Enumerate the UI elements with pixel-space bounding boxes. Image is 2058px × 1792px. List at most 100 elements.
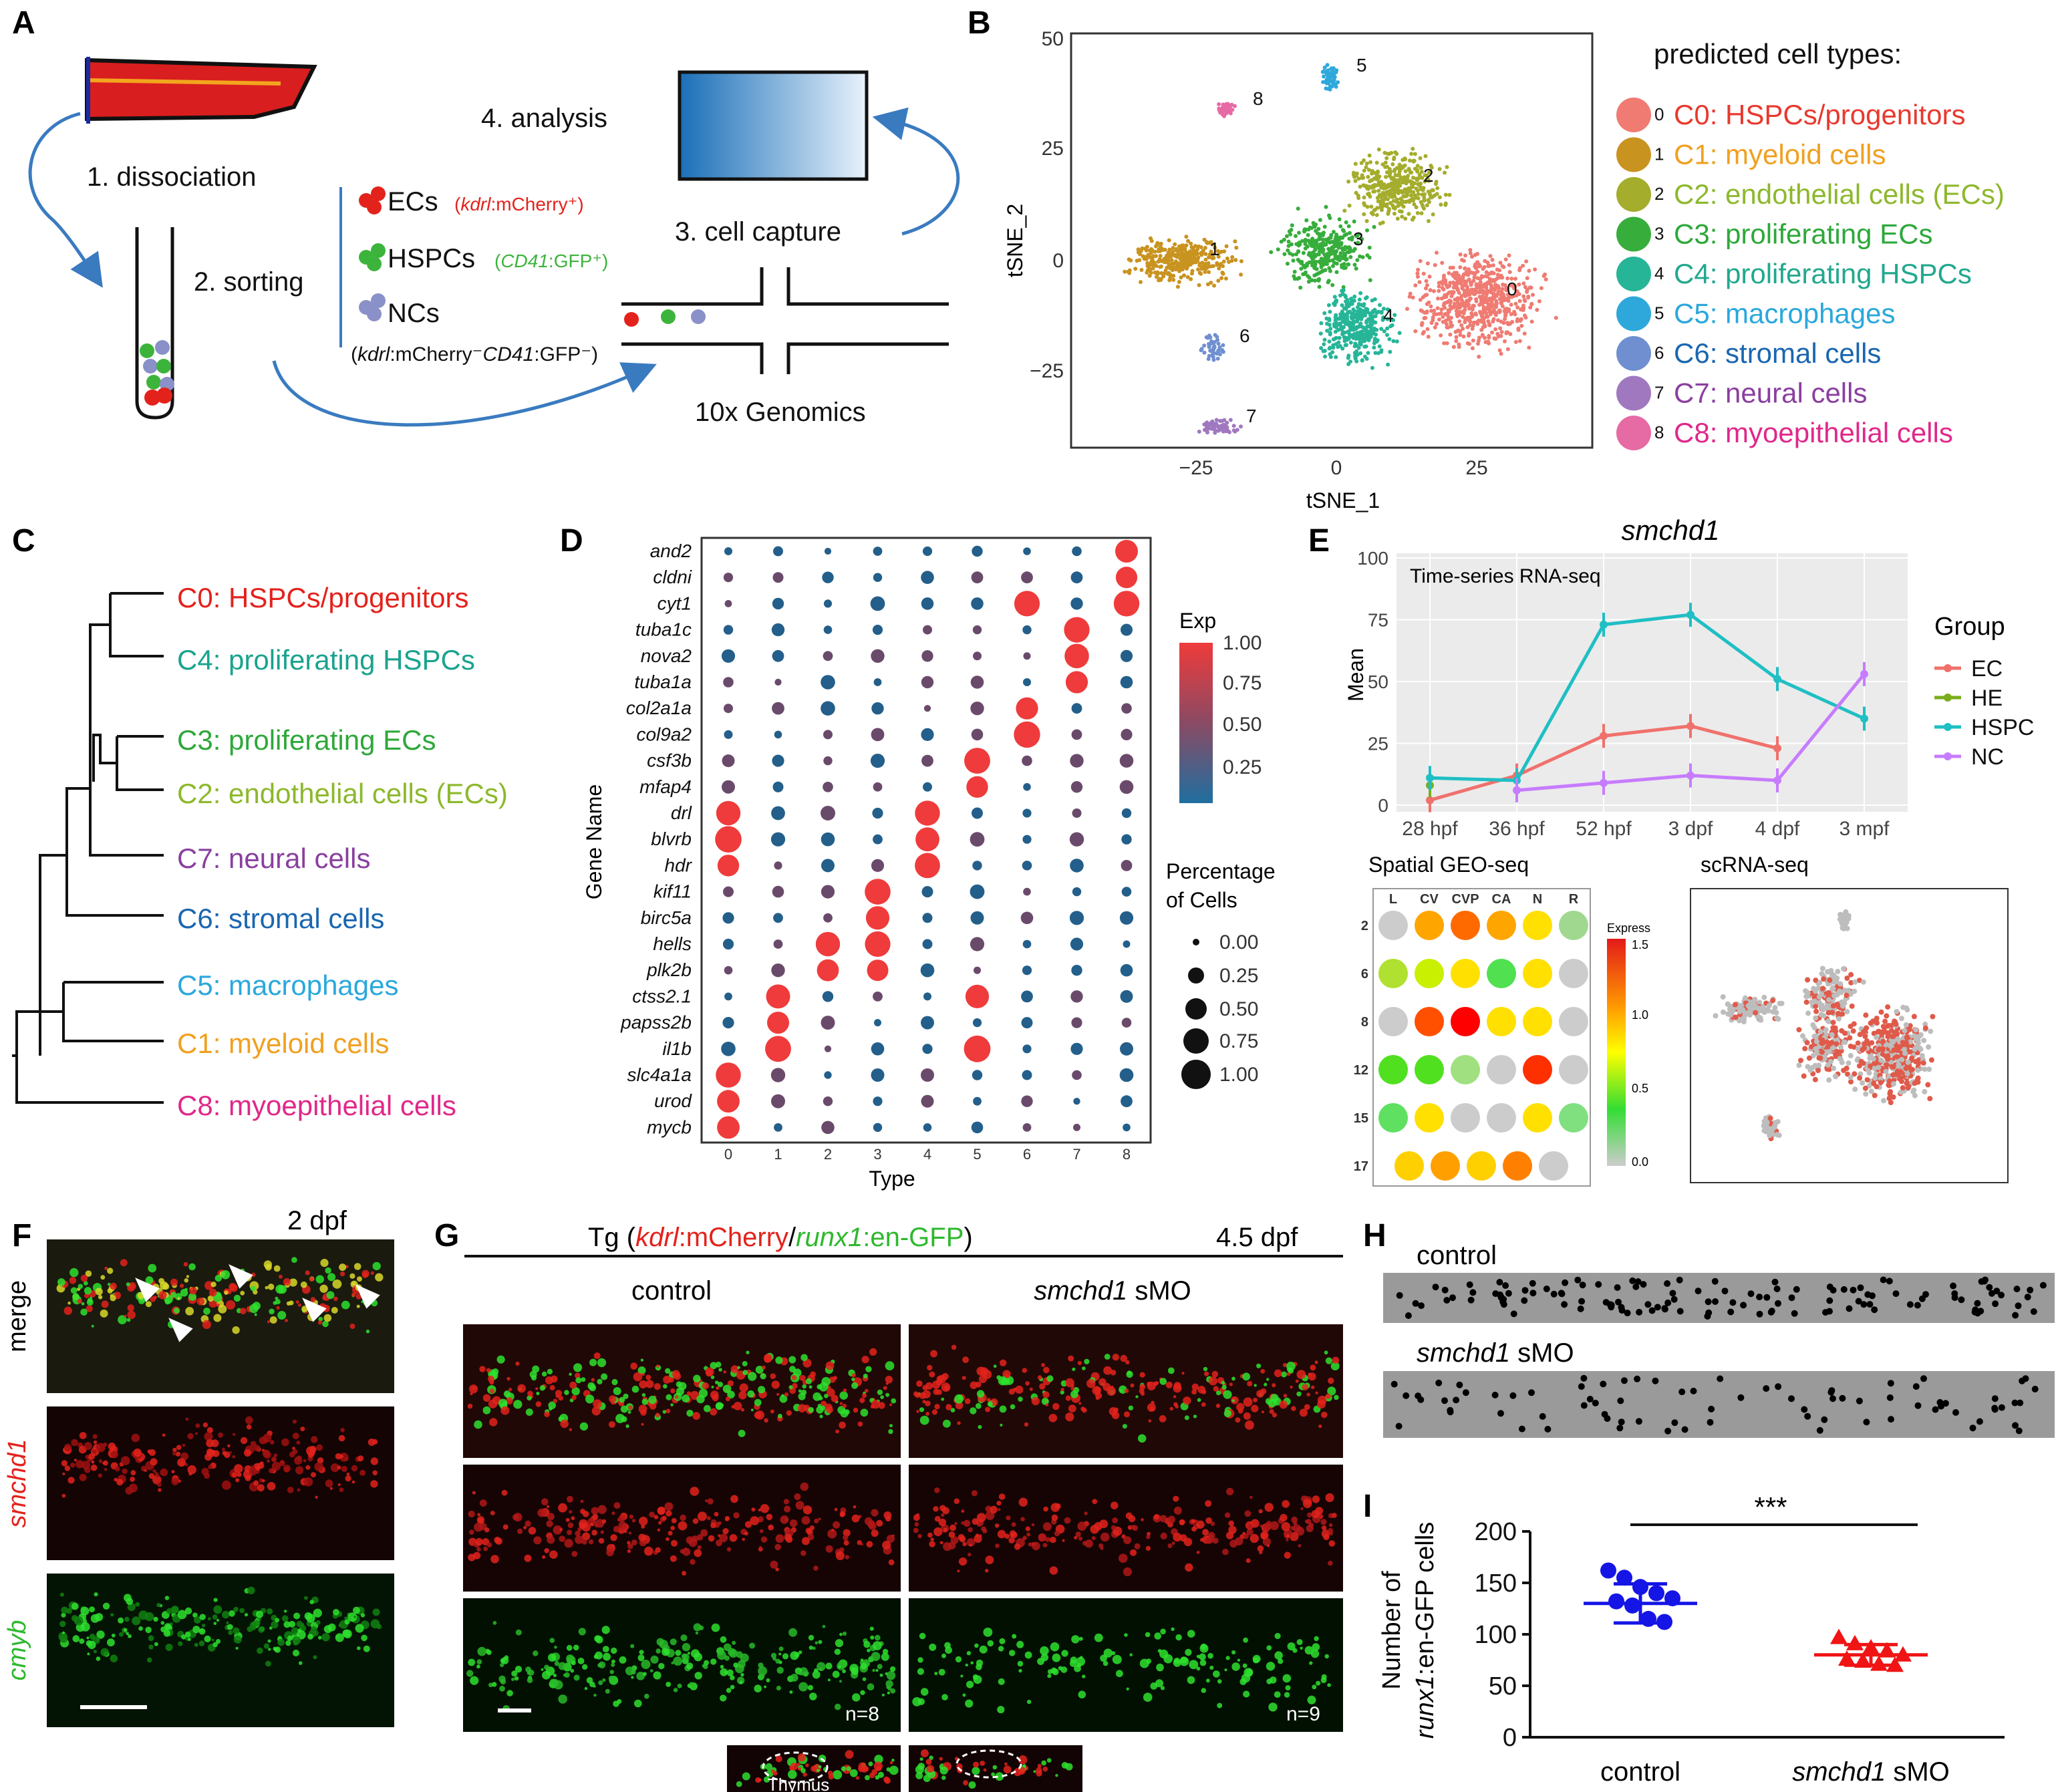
tsne-point — [1386, 362, 1390, 367]
tsne-point — [1321, 80, 1326, 84]
dot — [923, 992, 931, 1001]
cell-spot — [195, 1432, 198, 1435]
cell-spot — [580, 1509, 585, 1515]
tsne-point — [1285, 261, 1290, 266]
tsne-point — [1322, 337, 1327, 342]
scrna-point — [1869, 1040, 1875, 1046]
tsne-point — [1327, 259, 1332, 263]
cell-spot — [589, 1384, 597, 1392]
tsne-point — [1366, 174, 1370, 179]
dot — [1073, 1123, 1080, 1131]
tsne-point — [1225, 420, 1229, 425]
cell-spot — [581, 1377, 586, 1382]
geo-spot — [1523, 959, 1552, 988]
cell-spot — [930, 1350, 937, 1358]
legend-id: 8 — [1654, 422, 1664, 442]
tsne-point — [1358, 330, 1362, 335]
gene-label: papss2b — [620, 1012, 692, 1033]
tsne-point — [1381, 307, 1386, 311]
tsne-point — [1418, 297, 1423, 302]
cell-spot — [235, 1478, 240, 1483]
scrna-point — [1752, 996, 1758, 1002]
cell-spot — [372, 1608, 380, 1616]
tsne-point — [1175, 285, 1180, 289]
panel-letter-a: A — [12, 5, 35, 41]
cell-spot — [668, 1377, 674, 1383]
step-cell-capture: 3. cell capture — [675, 217, 841, 247]
tsne-point — [1356, 241, 1360, 245]
cell-spot — [278, 1285, 287, 1294]
gene-label: il1b — [662, 1038, 692, 1059]
cell-spot — [1173, 1402, 1178, 1406]
tsne-point — [1513, 339, 1518, 344]
geo-spot — [1394, 1151, 1424, 1181]
tsne-point — [1457, 313, 1462, 317]
dot — [972, 545, 983, 557]
tsne-point — [1531, 293, 1535, 297]
tsne-point — [1208, 348, 1213, 353]
cell-spot — [655, 1547, 661, 1553]
scrna-point — [1825, 1018, 1831, 1024]
tsne-point — [1172, 261, 1177, 266]
tsne-point — [1344, 220, 1348, 225]
b-ytick: −25 — [1030, 360, 1064, 382]
cell-spot — [784, 1505, 791, 1513]
tsne-point — [1413, 329, 1418, 333]
scrna-point — [1905, 1085, 1911, 1091]
scrna-point — [1903, 1022, 1909, 1028]
cell-spot — [722, 1384, 732, 1393]
tsne-point — [1468, 248, 1473, 253]
dot — [972, 625, 982, 635]
tsne-point — [1429, 304, 1433, 309]
dot — [921, 676, 934, 689]
tsne-point — [1346, 355, 1350, 360]
cell-spot — [770, 1373, 776, 1379]
tsne-point — [1358, 321, 1363, 326]
panel-letter-b: B — [968, 5, 991, 41]
pct-tick: 0.00 — [1219, 931, 1258, 953]
dot — [1121, 728, 1133, 740]
tsne-point — [1356, 232, 1361, 237]
scrna-point — [1874, 1020, 1880, 1026]
cell-spot — [666, 1537, 670, 1541]
dot — [873, 573, 883, 582]
tsne-point — [1505, 330, 1510, 335]
tsne-point — [1216, 341, 1221, 346]
cell-spot — [799, 1374, 806, 1381]
cell-spot — [697, 1545, 702, 1549]
geo-scale-tick: 0.0 — [1632, 1155, 1648, 1169]
scrna-point — [1874, 1034, 1880, 1040]
scrna-point — [1883, 1068, 1889, 1074]
cell-spot — [546, 1520, 553, 1527]
legend-label: C6: stromal cells — [1674, 337, 1881, 369]
tsne-point — [1175, 255, 1179, 259]
tsne-point — [1421, 271, 1426, 276]
tsne-point — [1207, 270, 1211, 275]
cell-spot — [114, 1477, 118, 1482]
tsne-point — [1408, 291, 1413, 296]
tsne-point — [1523, 299, 1527, 303]
cell-spot — [813, 1392, 822, 1401]
tsne-point — [1189, 261, 1194, 265]
cell-spot — [1231, 1376, 1235, 1381]
cell-spot — [253, 1480, 259, 1486]
e-xtick: 28 hpf — [1402, 818, 1458, 840]
cell-spot — [283, 1610, 287, 1613]
tsne-point — [1517, 282, 1521, 287]
tsne-point — [1469, 270, 1473, 275]
cell-spot — [655, 1412, 660, 1418]
cell-spot — [156, 1474, 160, 1478]
geo-scale-title: Express — [1607, 921, 1650, 935]
cell-spot — [479, 1366, 486, 1372]
tsne-point — [1452, 301, 1457, 306]
cell-spot — [860, 1408, 869, 1417]
cell-spot — [696, 1394, 705, 1404]
dot — [1022, 861, 1032, 871]
cell-spot — [925, 1400, 931, 1406]
tsne-point — [1379, 185, 1384, 190]
tsne-point — [1521, 281, 1526, 286]
cell-spot — [265, 1660, 271, 1667]
cell-spot — [1130, 1383, 1135, 1388]
tsne-point — [1479, 297, 1483, 301]
